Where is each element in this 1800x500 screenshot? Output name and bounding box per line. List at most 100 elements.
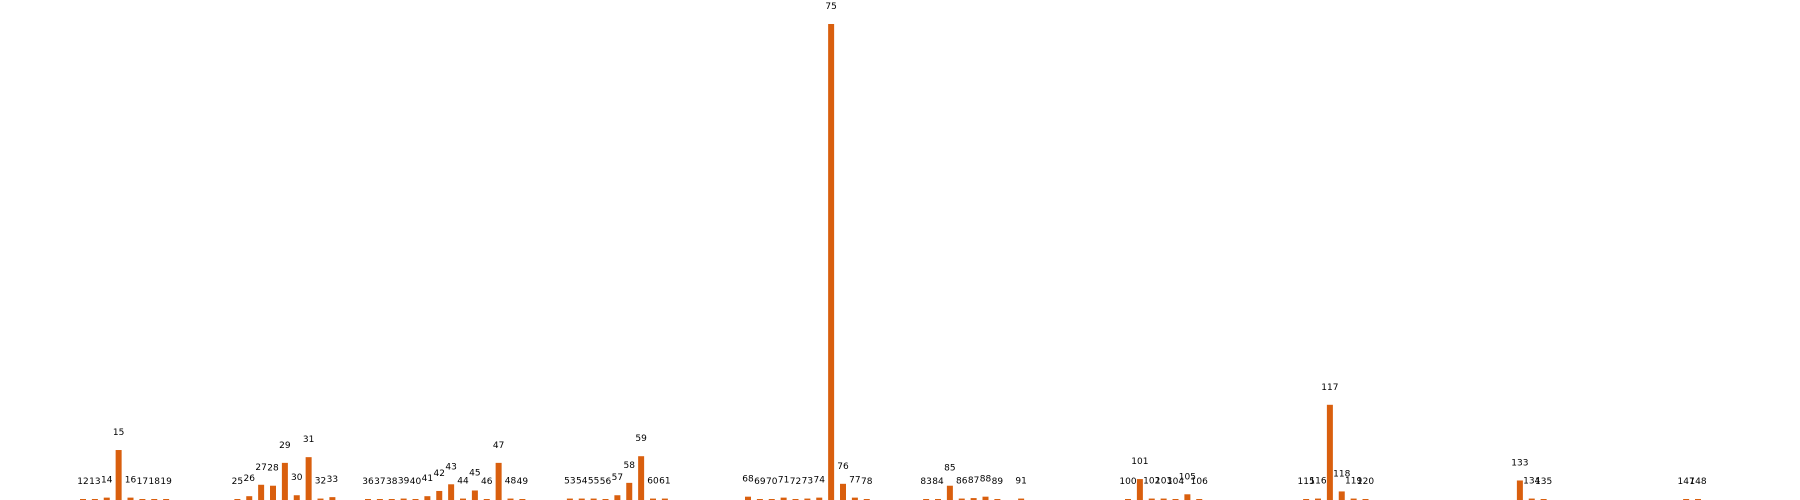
bar-label-42: 42 xyxy=(434,469,445,479)
bar-label-75: 75 xyxy=(825,2,836,12)
bar-61 xyxy=(661,498,668,500)
bar-label-60: 60 xyxy=(647,477,659,487)
bar-77 xyxy=(851,497,858,500)
bar-42 xyxy=(436,490,443,500)
bar-label-47: 47 xyxy=(493,441,504,451)
bar-label-103: 103 xyxy=(1155,477,1172,487)
bar-label-78: 78 xyxy=(861,477,873,487)
bar-54 xyxy=(578,498,585,500)
bar-68 xyxy=(745,496,751,500)
bar-53 xyxy=(566,498,573,500)
bar-44 xyxy=(460,498,466,500)
bar-label-32: 32 xyxy=(315,477,326,487)
bar-label-105: 105 xyxy=(1179,472,1196,482)
bar-label-55: 55 xyxy=(588,477,599,487)
bar-label-69: 69 xyxy=(754,477,766,487)
bar-label-91: 91 xyxy=(1015,477,1026,487)
bar-label-45: 45 xyxy=(469,468,480,478)
bar-55 xyxy=(590,498,597,500)
bar-label-44: 44 xyxy=(457,477,469,487)
bar-label-76: 76 xyxy=(837,462,849,472)
bar-16 xyxy=(127,497,134,500)
bar-33 xyxy=(329,497,336,500)
bar-101 xyxy=(1136,479,1143,500)
bar-label-84: 84 xyxy=(932,477,944,487)
bar-label-15: 15 xyxy=(113,428,124,438)
bar-label-100: 100 xyxy=(1119,477,1136,487)
bar-88 xyxy=(982,496,989,500)
bar-27 xyxy=(258,484,265,500)
bar-label-133: 133 xyxy=(1511,458,1528,468)
bar-30 xyxy=(293,495,300,500)
bar-86 xyxy=(958,498,965,500)
bar-43 xyxy=(448,484,455,500)
bar-label-86: 86 xyxy=(956,477,968,487)
bar-26 xyxy=(246,496,253,500)
bar-133 xyxy=(1516,480,1523,500)
bar-label-40: 40 xyxy=(410,477,422,487)
bar-label-120: 120 xyxy=(1357,477,1374,487)
bar-label-54: 54 xyxy=(576,477,588,487)
bar-28 xyxy=(270,485,276,500)
bar-label-61: 61 xyxy=(659,477,670,487)
bar-label-16: 16 xyxy=(125,476,137,486)
bar-label-26: 26 xyxy=(244,474,256,484)
bar-label-53: 53 xyxy=(564,477,575,487)
bar-label-70: 70 xyxy=(766,477,778,487)
bar-119 xyxy=(1350,498,1357,500)
bar-label-58: 58 xyxy=(624,461,636,471)
bar-73 xyxy=(804,498,811,500)
bar-85 xyxy=(946,485,953,500)
bar-label-31: 31 xyxy=(303,435,314,445)
bar-label-43: 43 xyxy=(445,462,456,472)
bar-label-28: 28 xyxy=(267,464,279,474)
bar-45 xyxy=(471,490,478,500)
bar-label-17: 17 xyxy=(137,477,148,487)
bar-label-25: 25 xyxy=(232,477,243,487)
bar-118 xyxy=(1338,491,1345,500)
bar-134 xyxy=(1528,498,1535,500)
bar-label-119: 119 xyxy=(1345,477,1362,487)
bar-76 xyxy=(840,483,846,500)
bar-label-33: 33 xyxy=(327,475,338,485)
bar-102 xyxy=(1148,498,1155,500)
bar-label-72: 72 xyxy=(790,477,801,487)
bar-47 xyxy=(495,462,502,500)
bar-label-49: 49 xyxy=(517,477,529,487)
bar-41 xyxy=(424,496,431,500)
bar-29 xyxy=(281,462,288,500)
bar-label-38: 38 xyxy=(386,477,398,487)
bar-label-102: 102 xyxy=(1143,477,1160,487)
bar-103 xyxy=(1160,498,1167,500)
bar-label-37: 37 xyxy=(374,477,385,487)
bar-label-73: 73 xyxy=(802,477,813,487)
bar-label-87: 87 xyxy=(968,476,979,486)
bar-label-104: 104 xyxy=(1167,477,1184,487)
bar-label-27: 27 xyxy=(255,463,266,473)
bar-label-101: 101 xyxy=(1131,457,1148,467)
bars-layer xyxy=(80,24,1701,500)
bar-label-12: 12 xyxy=(77,477,88,487)
bar-48 xyxy=(507,498,514,500)
bar-32 xyxy=(317,498,324,500)
bar-label-19: 19 xyxy=(160,477,172,487)
bar-91 xyxy=(1018,498,1025,500)
bar-label-57: 57 xyxy=(612,473,623,483)
bar-117 xyxy=(1326,404,1333,500)
bar-label-77: 77 xyxy=(849,476,860,486)
bar-label-85: 85 xyxy=(944,464,955,474)
bar-14 xyxy=(103,497,110,500)
bar-label-29: 29 xyxy=(279,441,291,451)
bar-label-14: 14 xyxy=(101,476,113,486)
bar-label-46: 46 xyxy=(481,477,493,487)
bar-label-13: 13 xyxy=(89,477,100,487)
bar-label-18: 18 xyxy=(149,477,161,487)
bar-label-117: 117 xyxy=(1321,383,1338,393)
bar-116 xyxy=(1315,498,1321,500)
bar-label-39: 39 xyxy=(398,477,410,487)
bar-label-135: 135 xyxy=(1535,477,1552,487)
bar-label-147: 147 xyxy=(1678,477,1695,487)
bar-74 xyxy=(816,497,823,500)
